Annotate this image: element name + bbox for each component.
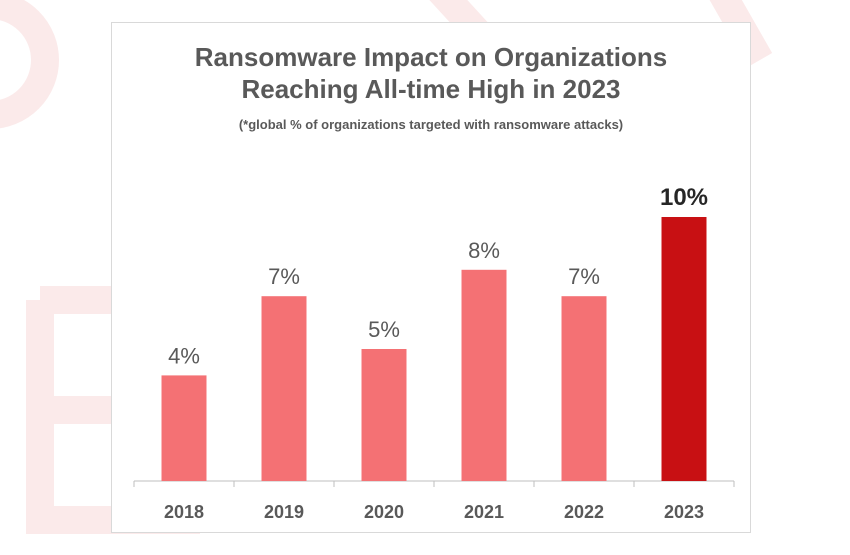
x-tick-label-2022: 2022 <box>564 502 604 522</box>
data-label-2020: 5% <box>368 317 400 342</box>
bar-2022 <box>561 296 607 481</box>
x-tick-label-2020: 2020 <box>364 502 404 522</box>
bar-2020 <box>361 349 407 481</box>
chart-subtitle: (*global % of organizations targeted wit… <box>238 117 624 132</box>
x-tick-label-2019: 2019 <box>264 502 304 522</box>
data-label-2021: 8% <box>468 238 500 263</box>
data-label-2018: 4% <box>168 343 200 368</box>
data-label-2019: 7% <box>268 264 300 289</box>
x-tick-label-2018: 2018 <box>164 502 204 522</box>
bar-2019 <box>261 296 307 481</box>
x-tick-label-2023: 2023 <box>664 502 704 522</box>
data-label-2023: 10% <box>660 184 708 211</box>
chart-title-line-1: Ransomware Impact on Organizations <box>194 42 668 72</box>
chart-title-line-2: Reaching All-time High in 2023 <box>241 74 621 104</box>
bar-2018 <box>161 375 207 481</box>
bar-2021 <box>461 269 507 481</box>
x-tick-label-2021: 2021 <box>464 502 504 522</box>
chart-title: Ransomware Impact on Organizations Reach… <box>112 41 750 105</box>
chart-card: Ransomware Impact on Organizations Reach… <box>111 22 751 533</box>
bar-2023 <box>661 217 707 481</box>
bar-chart: 4% 2018 7% 2019 5% 2020 8% 2021 7% 2022 10% 2023 <box>133 184 735 522</box>
data-label-2022: 7% <box>568 264 600 289</box>
